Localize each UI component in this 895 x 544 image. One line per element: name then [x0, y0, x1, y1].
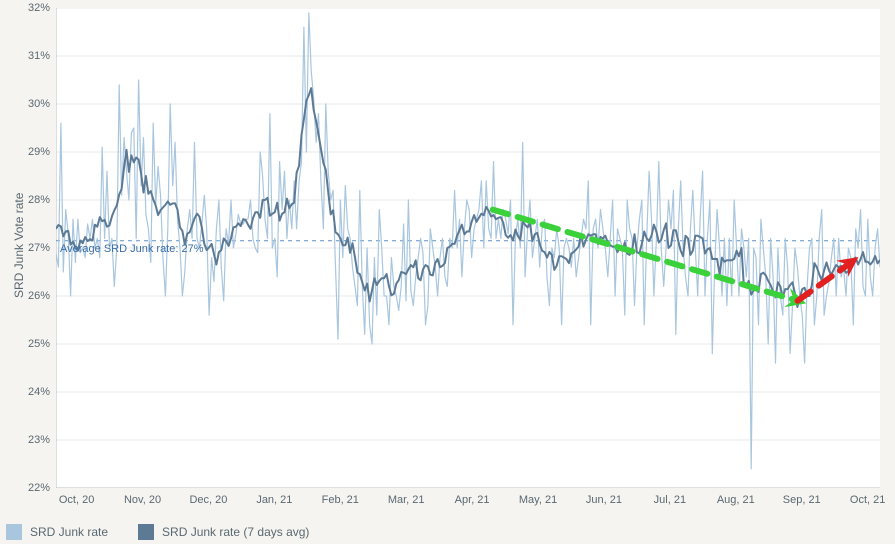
x-tick-label: Oct, 20 [59, 494, 94, 506]
x-tick-label: Mar, 21 [388, 494, 425, 506]
x-tick-label: Aug, 21 [717, 494, 755, 506]
x-tick-label: May, 21 [519, 494, 557, 506]
y-axis-label: SRD Junk Vote rate [12, 193, 26, 298]
legend-item: SRD Junk rate (7 days avg) [138, 524, 309, 540]
y-tick-label: 25% [28, 338, 50, 350]
y-tick-label: 31% [28, 50, 50, 62]
legend-swatch [138, 524, 154, 540]
legend-label: SRD Junk rate (7 days avg) [162, 525, 309, 539]
x-tick-label: Oct, 21 [850, 494, 885, 506]
x-tick-label: Jun, 21 [586, 494, 622, 506]
legend-label: SRD Junk rate [30, 525, 108, 539]
plot-area: Average SRD Junk rate: 27% [56, 8, 880, 488]
y-tick-label: 26% [28, 290, 50, 302]
legend: SRD Junk rate SRD Junk rate (7 days avg) [0, 524, 895, 540]
y-tick-label: 22% [28, 482, 50, 494]
legend-item: SRD Junk rate [6, 524, 108, 540]
x-tick-label: Dec, 20 [189, 494, 227, 506]
y-tick-label: 27% [28, 242, 50, 254]
x-tick-label: Jul, 21 [654, 494, 686, 506]
chart-container: SRD Junk Vote rate 22% 23% 24% 25% 26% 27% 28%… [0, 0, 895, 544]
x-tick-label: Nov, 20 [124, 494, 161, 506]
y-tick-label: 32% [28, 2, 50, 14]
x-tick-label: Feb, 21 [322, 494, 359, 506]
y-tick-label: 23% [28, 434, 50, 446]
x-tick-label: Jan, 21 [256, 494, 292, 506]
reference-line-label: Average SRD Junk rate: 27% [60, 243, 203, 255]
y-tick-label: 28% [28, 194, 50, 206]
x-tick-label: Sep, 21 [783, 494, 821, 506]
x-tick-label: Apr, 21 [455, 494, 490, 506]
legend-swatch [6, 524, 22, 540]
y-tick-label: 29% [28, 146, 50, 158]
y-tick-label: 30% [28, 98, 50, 110]
y-tick-label: 24% [28, 386, 50, 398]
